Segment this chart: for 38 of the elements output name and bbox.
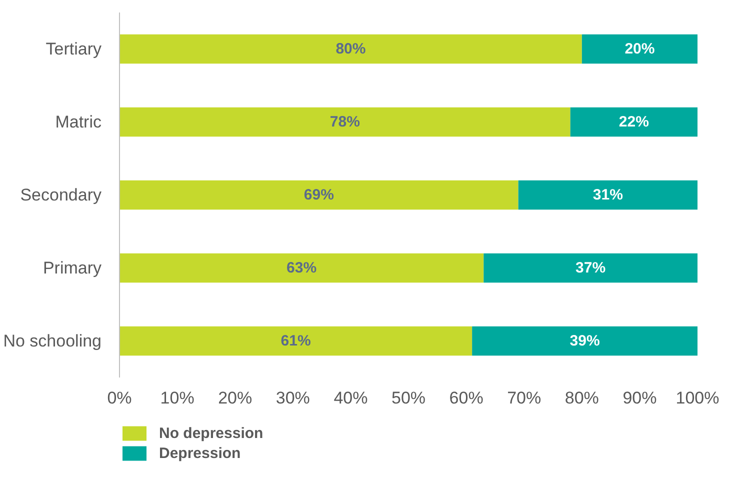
x-tick-label: 30% — [276, 388, 310, 408]
data-label: 78% — [330, 114, 360, 130]
bar — [120, 326, 472, 356]
data-label: 20% — [624, 40, 655, 58]
data-label: 31% — [592, 186, 623, 204]
legend-label: No depression — [159, 424, 264, 442]
data-label: 80% — [336, 40, 366, 58]
x-tick-label: 0% — [107, 388, 132, 408]
data-label: 69% — [304, 186, 334, 204]
x-tick-label: 40% — [334, 388, 368, 408]
data-label: 39% — [570, 332, 600, 350]
bar — [472, 326, 698, 356]
bar — [120, 34, 582, 64]
data-label: 37% — [576, 260, 606, 276]
x-tick-label: 10% — [160, 388, 194, 408]
x-tick-label: 80% — [564, 388, 599, 408]
x-tick-label: 50% — [391, 388, 426, 408]
data-label: 61% — [280, 332, 311, 350]
bar — [570, 107, 698, 137]
bar — [582, 34, 698, 64]
y-tick-label: Primary — [42, 258, 102, 278]
data-label: 22% — [618, 114, 649, 130]
legend-label: Depression — [159, 444, 241, 462]
x-tick-label: 90% — [622, 388, 657, 408]
bar — [518, 180, 698, 210]
bar — [484, 253, 698, 283]
y-tick-label: Tertiary — [46, 40, 102, 58]
y-tick-label: Matric — [55, 112, 102, 132]
y-tick-label: No schooling — [3, 332, 102, 350]
data-label: 63% — [286, 260, 317, 276]
bar — [120, 180, 518, 210]
bar — [120, 107, 570, 137]
bar — [120, 253, 484, 283]
y-tick-label: Secondary — [20, 186, 102, 204]
x-tick-label: 60% — [449, 388, 484, 408]
x-tick-label: 100% — [676, 388, 720, 408]
x-tick-label: 70% — [507, 388, 542, 408]
x-tick-label: 20% — [218, 388, 252, 408]
